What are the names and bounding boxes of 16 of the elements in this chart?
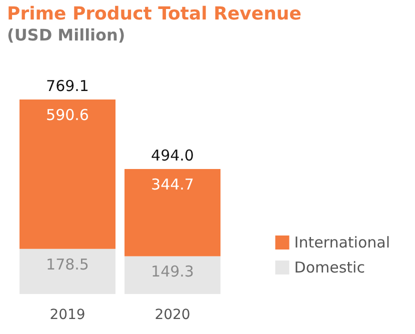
legend-label: Domestic bbox=[294, 258, 365, 276]
bar bbox=[124, 169, 220, 256]
x-tick-label: 2019 bbox=[50, 307, 86, 323]
total-label: 769.1 bbox=[46, 76, 89, 95]
bar bbox=[124, 256, 220, 294]
total-label: 494.0 bbox=[151, 146, 194, 165]
bar bbox=[20, 248, 116, 294]
data-label: 149.3 bbox=[151, 262, 194, 281]
chart-title: Prime Product Total Revenue bbox=[7, 4, 302, 24]
bar bbox=[20, 99, 116, 249]
chart-subtitle: (USD Million) bbox=[7, 26, 126, 44]
data-label: 178.5 bbox=[46, 255, 89, 274]
legend-label: International bbox=[294, 234, 390, 252]
data-label: 344.7 bbox=[151, 176, 194, 194]
x-tick-label: 2020 bbox=[154, 307, 190, 323]
data-label: 590.6 bbox=[46, 106, 89, 124]
